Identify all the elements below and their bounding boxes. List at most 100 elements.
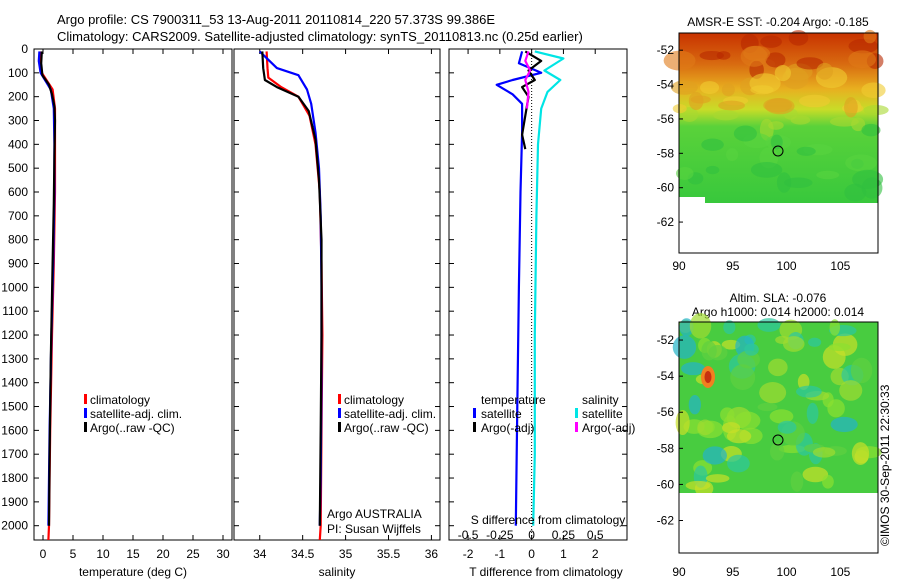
map-x-tick-label: 100 bbox=[777, 565, 797, 579]
series-line-argo-adj bbox=[524, 51, 532, 109]
temperature-legend: climatology satellite-adj. clim. Argo(..… bbox=[84, 393, 182, 435]
legend-label-climatology: climatology bbox=[90, 393, 150, 407]
legend-swatch-t-argo bbox=[473, 422, 476, 432]
heatmap-cell bbox=[759, 382, 787, 404]
y-tick-label: 100 bbox=[8, 66, 28, 80]
map-y-tick-label: -52 bbox=[657, 333, 675, 347]
y-tick-label: 900 bbox=[8, 257, 28, 271]
map-y-tick-label: -56 bbox=[657, 112, 675, 126]
s-tick-label: -0.25 bbox=[486, 528, 514, 542]
difference-plot-frame bbox=[448, 48, 628, 541]
heatmap-cell bbox=[863, 29, 877, 44]
y-tick-label: 300 bbox=[8, 114, 28, 128]
chart-title-line2: Climatology: CARS2009. Satellite-adjuste… bbox=[57, 29, 583, 44]
y-tick-label: 1400 bbox=[1, 376, 28, 390]
heatmap-cell bbox=[861, 123, 881, 137]
temperature-plot-frame bbox=[33, 48, 233, 541]
heatmap-cell bbox=[760, 35, 782, 48]
s-tick-label: 0.25 bbox=[552, 528, 576, 542]
heatmap-cell bbox=[705, 474, 730, 483]
heatmap-cell bbox=[733, 125, 757, 142]
legend-label-argo: Argo(..raw -QC) bbox=[344, 421, 429, 435]
salinity-legend: climatology satellite-adj. clim. Argo(..… bbox=[338, 393, 436, 435]
x-tick-label: 15 bbox=[126, 547, 140, 561]
series-line-argo-raw-qc bbox=[261, 51, 323, 526]
heatmap-cell bbox=[727, 454, 750, 473]
x-tick-label: 30 bbox=[216, 547, 230, 561]
heatmap-cell bbox=[816, 170, 840, 180]
heatmap-cell bbox=[675, 167, 694, 180]
heatmap-cell bbox=[848, 50, 877, 69]
temperature-lines bbox=[37, 51, 57, 540]
heatmap-cell bbox=[777, 420, 797, 434]
x-tick-label: 20 bbox=[156, 547, 170, 561]
map-y-tick-label: -58 bbox=[657, 441, 675, 455]
heatmap-cell bbox=[808, 337, 822, 347]
sla-map bbox=[672, 313, 882, 554]
legend-title-salinity: salinity bbox=[582, 393, 619, 407]
y-tick-label: 1300 bbox=[1, 352, 28, 366]
heatmap-cell bbox=[845, 154, 877, 172]
salinity-xlabel: salinity bbox=[319, 565, 356, 579]
map-y-tick-label: -54 bbox=[657, 78, 675, 92]
heatmap-cell bbox=[721, 83, 735, 97]
heatmap-cell bbox=[816, 62, 834, 80]
heatmap-cell bbox=[822, 474, 834, 489]
map-x-tick-label: 95 bbox=[726, 259, 740, 273]
y-tick-label: 1200 bbox=[1, 328, 28, 342]
heatmap-cell bbox=[699, 50, 724, 61]
map-y-tick-label: -60 bbox=[657, 181, 675, 195]
heatmap-cell bbox=[726, 148, 739, 162]
map-x-tick-label: 105 bbox=[830, 565, 850, 579]
sla-map-axes: 90 95 100 105 -52 -54 -56 -58 -60 -62 bbox=[657, 333, 851, 579]
legend-swatch-t-satellite bbox=[473, 408, 476, 418]
heatmap-cell bbox=[769, 442, 785, 461]
x-tick-label: 36 bbox=[425, 547, 439, 561]
legend-swatch-climatology bbox=[338, 394, 341, 404]
heatmap-cell bbox=[757, 318, 781, 332]
heatmap-cell bbox=[688, 91, 704, 111]
map-x-tick-label: 100 bbox=[777, 259, 797, 273]
heatmap-cell bbox=[713, 110, 739, 121]
temperature-axes: 0 5 10 15 20 25 300100200300400500600700800900… bbox=[1, 42, 230, 561]
sla-map-frame bbox=[678, 321, 879, 554]
legend-swatch-argo bbox=[84, 422, 87, 432]
heatmap-cell bbox=[744, 343, 759, 356]
heatmap-cell bbox=[812, 447, 836, 458]
sst-map bbox=[663, 29, 889, 254]
heatmap-cell bbox=[796, 146, 816, 156]
sla-no-data-area bbox=[679, 493, 878, 553]
difference-xlabel: T difference from climatology bbox=[469, 565, 623, 579]
heatmap-cell bbox=[790, 471, 804, 492]
heatmap-cell bbox=[829, 319, 841, 336]
heatmap-cell bbox=[685, 480, 711, 491]
heatmap-cell bbox=[783, 177, 813, 189]
heatmap-cell bbox=[827, 399, 845, 418]
y-tick-label: 1600 bbox=[1, 423, 28, 437]
map-x-tick-label: 90 bbox=[672, 565, 686, 579]
heatmap-cell bbox=[828, 343, 851, 352]
s-tick-label: 0.5 bbox=[587, 528, 604, 542]
legend-label-t-satellite: satellite bbox=[481, 407, 522, 421]
heatmap-cell bbox=[852, 169, 884, 189]
salinity-axes: 34 34.5 35 35.5 36 bbox=[234, 48, 440, 561]
sst-heatmap-texture bbox=[663, 29, 889, 202]
x-tick-label: 2 bbox=[592, 547, 599, 561]
heatmap-cell bbox=[679, 318, 694, 337]
x-tick-label: 10 bbox=[96, 547, 110, 561]
heatmap-cell bbox=[763, 98, 793, 113]
heatmap-cell bbox=[718, 100, 745, 111]
heatmap-cell bbox=[850, 357, 873, 384]
heatmap-cell bbox=[788, 30, 809, 46]
map-y-tick-label: -52 bbox=[657, 43, 675, 57]
heatmap-cell bbox=[671, 80, 698, 95]
y-tick-label: 1500 bbox=[1, 400, 28, 414]
heatmap-cell bbox=[765, 52, 786, 68]
legend-title-temperature: temperature bbox=[481, 393, 546, 407]
y-tick-label: 1900 bbox=[1, 495, 28, 509]
x-tick-label: 1 bbox=[560, 547, 567, 561]
map-y-tick-label: -62 bbox=[657, 215, 675, 229]
sst-missing-patch bbox=[679, 197, 705, 203]
